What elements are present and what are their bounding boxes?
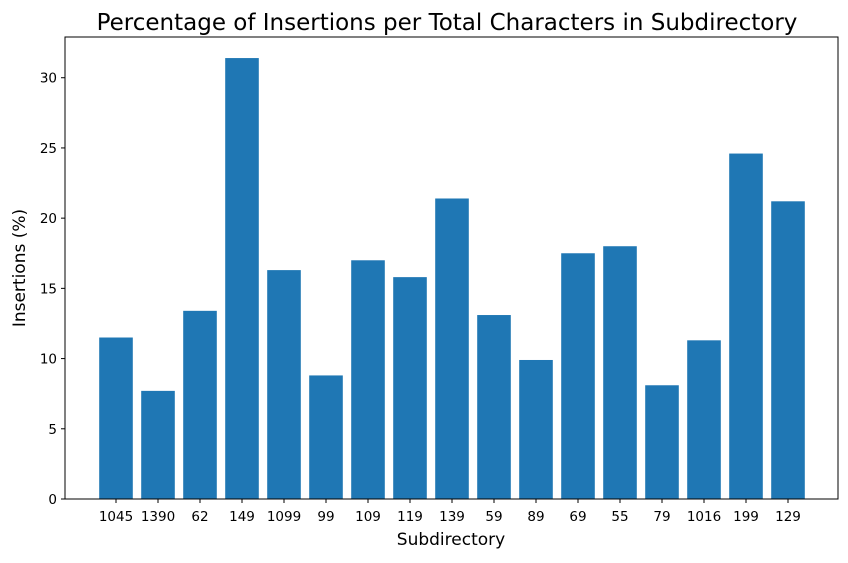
- bar-119: [393, 277, 427, 499]
- x-tick-label: 109: [355, 509, 381, 525]
- x-tick-label: 199: [733, 509, 759, 525]
- y-tick-label: 10: [40, 352, 57, 368]
- x-ticks-group: 1045 1390 62 149 1099 99 109 119 139 59 89 69 55 79 10…: [99, 499, 801, 525]
- bar-149: [225, 58, 259, 500]
- bar-55: [603, 246, 637, 499]
- x-tick-label: 55: [611, 509, 628, 525]
- y-axis-label: Insertions (%): [10, 209, 30, 327]
- y-tick-label: 25: [40, 141, 57, 157]
- x-tick-label: 1016: [687, 509, 721, 525]
- x-tick-label: 119: [397, 509, 423, 525]
- x-axis-label: Subdirectory: [397, 530, 505, 550]
- bar-139: [435, 198, 469, 500]
- bar-59: [477, 315, 511, 499]
- bar-69: [561, 253, 595, 499]
- bar-109: [351, 260, 385, 499]
- x-tick-label: 99: [317, 509, 334, 525]
- bar-99: [309, 375, 343, 499]
- y-ticks-group: 0 5 10 15 20 25 30: [40, 71, 65, 508]
- x-tick-label: 89: [527, 509, 544, 525]
- x-tick-label: 129: [775, 509, 801, 525]
- bar-1099: [267, 270, 301, 499]
- x-tick-label: 139: [439, 509, 465, 525]
- x-tick-label: 1045: [99, 509, 133, 525]
- bar-1390: [141, 390, 175, 499]
- x-tick-label: 62: [191, 509, 208, 525]
- bar-79: [645, 385, 679, 499]
- x-tick-label: 59: [485, 509, 502, 525]
- bar-1016: [687, 340, 721, 499]
- y-tick-label: 30: [40, 71, 57, 87]
- y-tick-label: 15: [40, 281, 57, 297]
- x-tick-label: 1099: [267, 509, 301, 525]
- chart-title: Percentage of Insertions per Total Chara…: [97, 10, 798, 36]
- x-tick-label: 69: [569, 509, 586, 525]
- y-tick-label: 5: [48, 422, 57, 438]
- y-tick-label: 20: [40, 211, 57, 227]
- bar-62: [183, 310, 217, 499]
- x-tick-label: 1390: [141, 509, 175, 525]
- bar-89: [519, 359, 553, 499]
- x-tick-label: 149: [229, 509, 255, 525]
- bar-199: [729, 153, 763, 500]
- x-tick-label: 79: [653, 509, 670, 525]
- bar-129: [771, 201, 805, 500]
- y-tick-label: 0: [48, 492, 57, 508]
- bar-1045: [99, 337, 133, 499]
- bars-group: [99, 58, 805, 500]
